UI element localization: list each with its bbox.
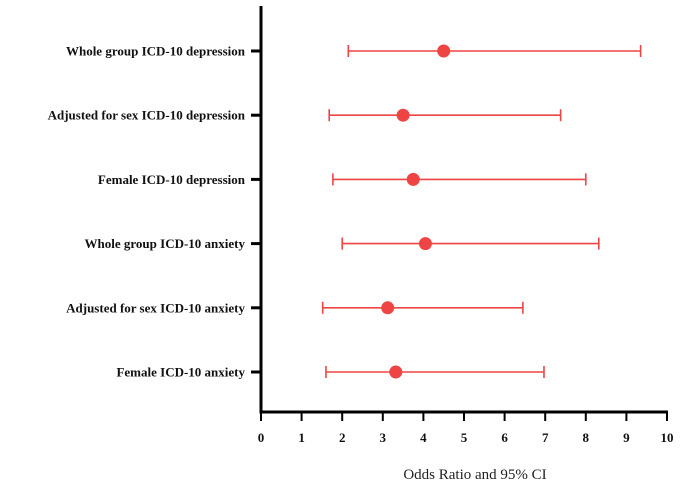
odds-ratio-point (418, 237, 432, 251)
row-label: Adjusted for sex ICD-10 anxiety (66, 300, 245, 315)
odds-ratio-point (406, 172, 420, 186)
x-tick-label: 5 (461, 430, 468, 445)
x-tick-label: 2 (339, 430, 346, 445)
forest-row: Adjusted for sex ICD-10 anxiety (66, 300, 524, 315)
forest-row: Adjusted for sex ICD-10 depression (48, 108, 562, 123)
odds-ratio-point (396, 108, 410, 122)
forest-row: Whole group ICD-10 anxiety (85, 236, 600, 251)
row-label: Adjusted for sex ICD-10 depression (48, 108, 246, 123)
axes-layer (259, 6, 668, 414)
row-label: Whole group ICD-10 anxiety (85, 236, 246, 251)
row-label: Female ICD-10 depression (98, 172, 246, 187)
odds-ratio-point (389, 365, 403, 379)
x-tick-label: 9 (623, 430, 630, 445)
row-label: Female ICD-10 anxiety (116, 365, 245, 380)
odds-ratio-point (437, 44, 451, 58)
x-ticks: 0 1 2 3 4 5 6 7 8 9 10 (258, 412, 674, 445)
x-tick-label: 0 (258, 430, 265, 445)
forest-row: Whole group ICD-10 depression (66, 44, 642, 59)
odds-ratio-point (381, 301, 395, 315)
x-axis-title: Odds Ratio and 95% CI (403, 467, 546, 483)
forest-row: Female ICD-10 depression (98, 172, 587, 187)
x-tick-label: 7 (542, 430, 549, 445)
x-tick-label: 8 (583, 430, 590, 445)
x-tick-label: 1 (298, 430, 305, 445)
forest-row: Female ICD-10 anxiety (116, 365, 545, 380)
x-tick-label: 10 (661, 430, 674, 445)
x-tick-label: 6 (501, 430, 508, 445)
row-label: Whole group ICD-10 depression (66, 44, 246, 59)
x-tick-label: 3 (380, 430, 387, 445)
rows-layer: Whole group ICD-10 depression Adjusted fo… (48, 44, 642, 380)
x-tick-label: 4 (420, 430, 427, 445)
